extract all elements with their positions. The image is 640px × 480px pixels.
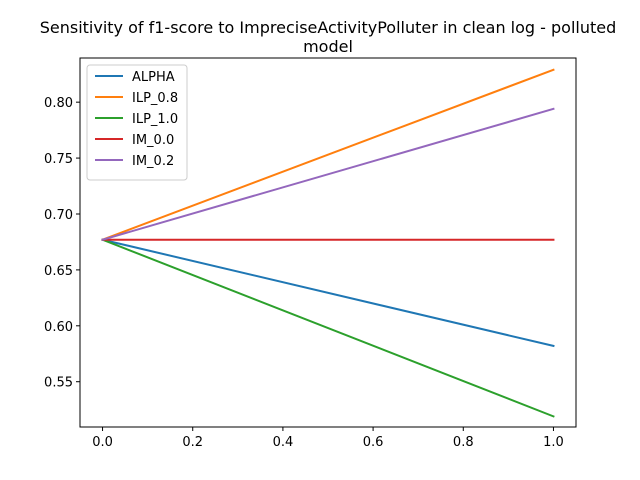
chart-title: Sensitivity of f1-score to ImpreciseActi… <box>40 18 617 56</box>
x-tick-label: 0.6 <box>363 435 384 450</box>
legend-label: IM_0.2 <box>132 154 174 169</box>
y-tick-label: 0.70 <box>44 208 73 223</box>
series-line-ILP_1.0 <box>101 238 555 418</box>
y-tick-label: 0.55 <box>44 376 73 391</box>
axes-layer: 0.0 0.2 0.4 0.6 0.8 1.0 0.55 0.60 0.65 0.70 0.75 0.… <box>44 57 577 450</box>
x-tick-label: 0.2 <box>182 435 203 450</box>
legend-label: ILP_1.0 <box>132 112 178 127</box>
legend: ALPHA ILP_0.8 ILP_1.0 IM_0.0 IM_0.2 <box>86 64 188 181</box>
x-tick-label: 0.4 <box>273 435 294 450</box>
chart-title-line-1: Sensitivity of f1-score to ImpreciseActi… <box>40 18 617 37</box>
y-tick-label: 0.80 <box>44 96 73 111</box>
series-line-ALPHA <box>101 238 555 348</box>
y-tick-label: 0.75 <box>44 152 73 167</box>
legend-label: ALPHA <box>132 70 175 85</box>
legend-label: IM_0.0 <box>132 133 174 148</box>
series-line-IM_0.2 <box>101 107 555 241</box>
series-layer <box>101 68 555 418</box>
y-tick-label: 0.60 <box>44 320 73 335</box>
legend-box <box>86 64 188 181</box>
plot-frame <box>79 57 577 428</box>
x-tick-label: 1.0 <box>543 435 564 450</box>
legend-label: ILP_0.8 <box>132 91 178 106</box>
series-line-ILP_0.8 <box>101 68 555 241</box>
x-tick-label: 0.8 <box>453 435 474 450</box>
y-tick-label: 0.65 <box>44 264 73 279</box>
chart-title-line-2: model <box>303 37 353 56</box>
x-tick-label: 0.0 <box>92 435 113 450</box>
